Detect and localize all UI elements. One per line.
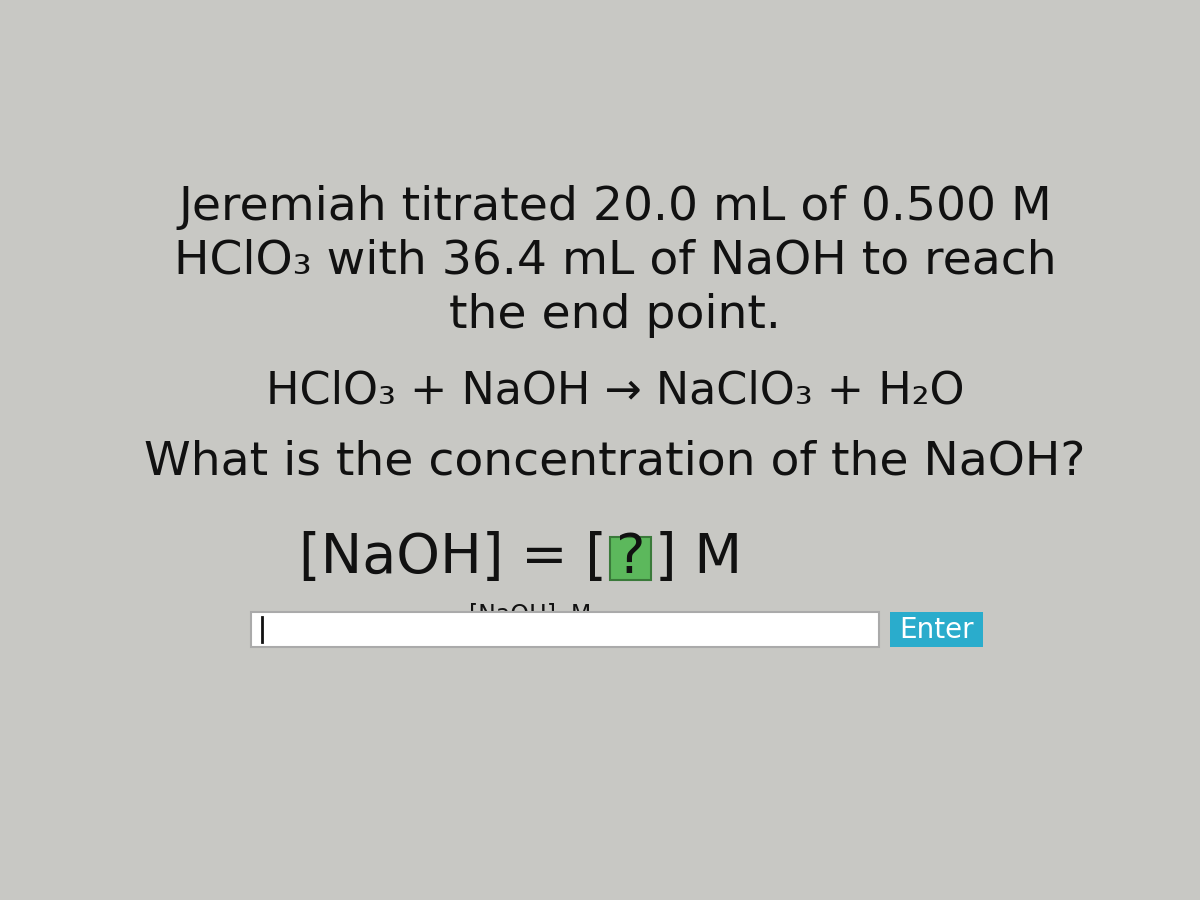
Text: ] M: ] M bbox=[654, 531, 742, 585]
FancyBboxPatch shape bbox=[251, 612, 878, 647]
Text: ?: ? bbox=[616, 531, 646, 585]
Text: Enter: Enter bbox=[899, 616, 974, 644]
Text: the end point.: the end point. bbox=[449, 292, 781, 338]
Text: HClO₃ with 36.4 mL of NaOH to reach: HClO₃ with 36.4 mL of NaOH to reach bbox=[174, 238, 1056, 284]
Text: [NaOH], M: [NaOH], M bbox=[469, 602, 590, 626]
Text: Jeremiah titrated 20.0 mL of 0.500 M: Jeremiah titrated 20.0 mL of 0.500 M bbox=[178, 185, 1052, 230]
Text: HClO₃ + NaOH → NaClO₃ + H₂O: HClO₃ + NaOH → NaClO₃ + H₂O bbox=[265, 370, 965, 413]
FancyBboxPatch shape bbox=[611, 537, 650, 580]
FancyBboxPatch shape bbox=[890, 612, 983, 647]
Text: What is the concentration of the NaOH?: What is the concentration of the NaOH? bbox=[144, 439, 1086, 484]
Text: [NaOH] = [: [NaOH] = [ bbox=[299, 531, 606, 585]
